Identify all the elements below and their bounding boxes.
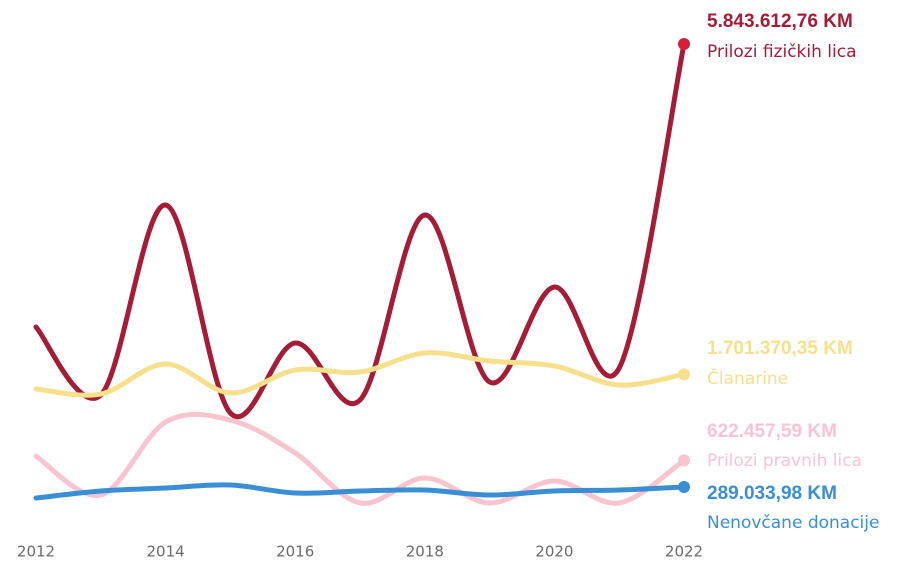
value-label: 5.843.612,76 KM — [707, 11, 853, 32]
x-tick-label: 2022 — [665, 543, 703, 561]
x-tick-label: 2012 — [17, 543, 55, 561]
x-tick-label: 2014 — [147, 543, 185, 561]
x-tick-label: 2018 — [406, 543, 444, 561]
legend-label: Članarine — [707, 367, 788, 389]
series-line — [33, 350, 687, 398]
series-line — [33, 41, 687, 419]
end-dot — [678, 368, 690, 381]
x-tick-label: 2016 — [276, 543, 314, 561]
legend-label: Prilozi pravnih lica — [707, 451, 862, 471]
series-line — [33, 482, 687, 501]
end-dot — [678, 37, 690, 50]
x-tick-label: 2020 — [535, 543, 573, 561]
value-label: 1.701.370,35 KM — [707, 338, 853, 359]
value-label: 622.457,59 KM — [707, 421, 837, 442]
legend-label: Nenovčane donacije — [707, 513, 879, 533]
legend-label: Prilozi fizičkih lica — [707, 42, 857, 62]
value-label: 289.033,98 KM — [707, 483, 837, 504]
series-line — [33, 411, 687, 506]
end-dot — [678, 480, 690, 493]
end-dot — [678, 454, 690, 467]
